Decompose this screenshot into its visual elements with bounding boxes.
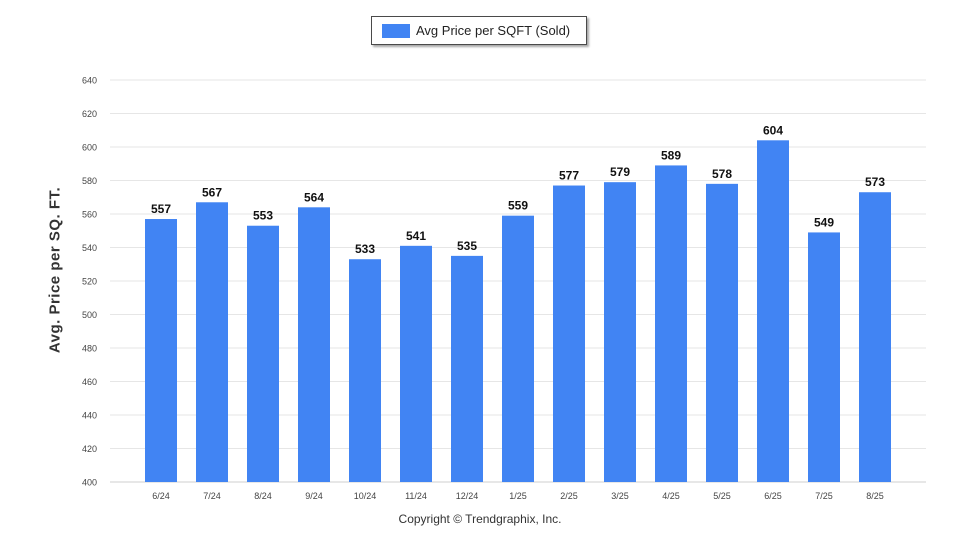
x-tick-label: 4/25	[662, 491, 680, 501]
bar	[808, 232, 840, 482]
x-tick-label: 7/24	[203, 491, 221, 501]
bar	[196, 202, 228, 482]
bar	[400, 245, 432, 482]
x-tick-label: 9/24	[305, 491, 323, 501]
data-label: 578	[712, 167, 732, 181]
bar	[145, 219, 177, 482]
y-tick-label: 440	[82, 411, 97, 421]
y-tick-label: 500	[82, 310, 97, 320]
x-tick-label: 12/24	[456, 491, 479, 501]
y-tick-label: 560	[82, 210, 97, 220]
y-tick-label: 580	[82, 176, 97, 186]
y-tick-label: 400	[82, 478, 97, 488]
data-label: 577	[559, 169, 579, 183]
chart-legend: Avg Price per SQFT (Sold)	[371, 16, 587, 45]
data-label: 541	[406, 229, 426, 243]
x-tick-label: 6/24	[152, 491, 170, 501]
data-label: 589	[661, 148, 681, 162]
x-tick-label: 3/25	[611, 491, 629, 501]
x-tick-label: 1/25	[509, 491, 527, 501]
bar	[298, 207, 330, 483]
data-label: 579	[610, 165, 630, 179]
y-axis-label: Avg. Price per SQ. FT.	[46, 186, 64, 354]
y-tick-label: 480	[82, 344, 97, 354]
copyright-text: Copyright © Trendgraphix, Inc.	[398, 512, 562, 526]
bar	[451, 255, 483, 482]
y-tick-label: 520	[82, 277, 97, 287]
data-label: 549	[814, 215, 834, 229]
bar	[859, 192, 891, 482]
bar	[757, 140, 789, 483]
x-tick-label: 2/25	[560, 491, 578, 501]
legend-swatch	[382, 23, 410, 38]
data-label: 573	[865, 175, 885, 189]
data-label: 567	[202, 185, 222, 199]
x-tick-label: 8/24	[254, 491, 272, 501]
data-label: 564	[304, 190, 324, 204]
y-tick-label: 540	[82, 243, 97, 253]
x-tick-label: 8/25	[866, 491, 884, 501]
y-tick-label: 420	[82, 444, 97, 454]
bar	[706, 183, 738, 482]
data-label: 533	[355, 242, 375, 256]
x-tick-label: 7/25	[815, 491, 833, 501]
x-tick-label: 6/25	[764, 491, 782, 501]
bar	[553, 185, 585, 482]
bar	[604, 182, 636, 483]
data-label: 559	[508, 199, 528, 213]
bar	[349, 259, 381, 482]
data-label: 557	[151, 202, 171, 216]
bar	[502, 215, 534, 483]
x-tick-label: 11/24	[405, 491, 427, 501]
y-tick-label: 600	[82, 143, 97, 153]
y-tick-label: 640	[82, 76, 97, 86]
data-label: 535	[457, 239, 477, 253]
data-label: 604	[763, 123, 783, 137]
data-label: 553	[253, 209, 273, 223]
bar	[247, 225, 279, 482]
y-tick-label: 620	[82, 109, 97, 119]
x-tick-label: 10/24	[354, 491, 377, 501]
legend-label: Avg Price per SQFT (Sold)	[416, 23, 571, 38]
y-tick-label: 460	[82, 377, 97, 387]
bar	[655, 165, 687, 483]
x-tick-label: 5/25	[713, 491, 731, 501]
